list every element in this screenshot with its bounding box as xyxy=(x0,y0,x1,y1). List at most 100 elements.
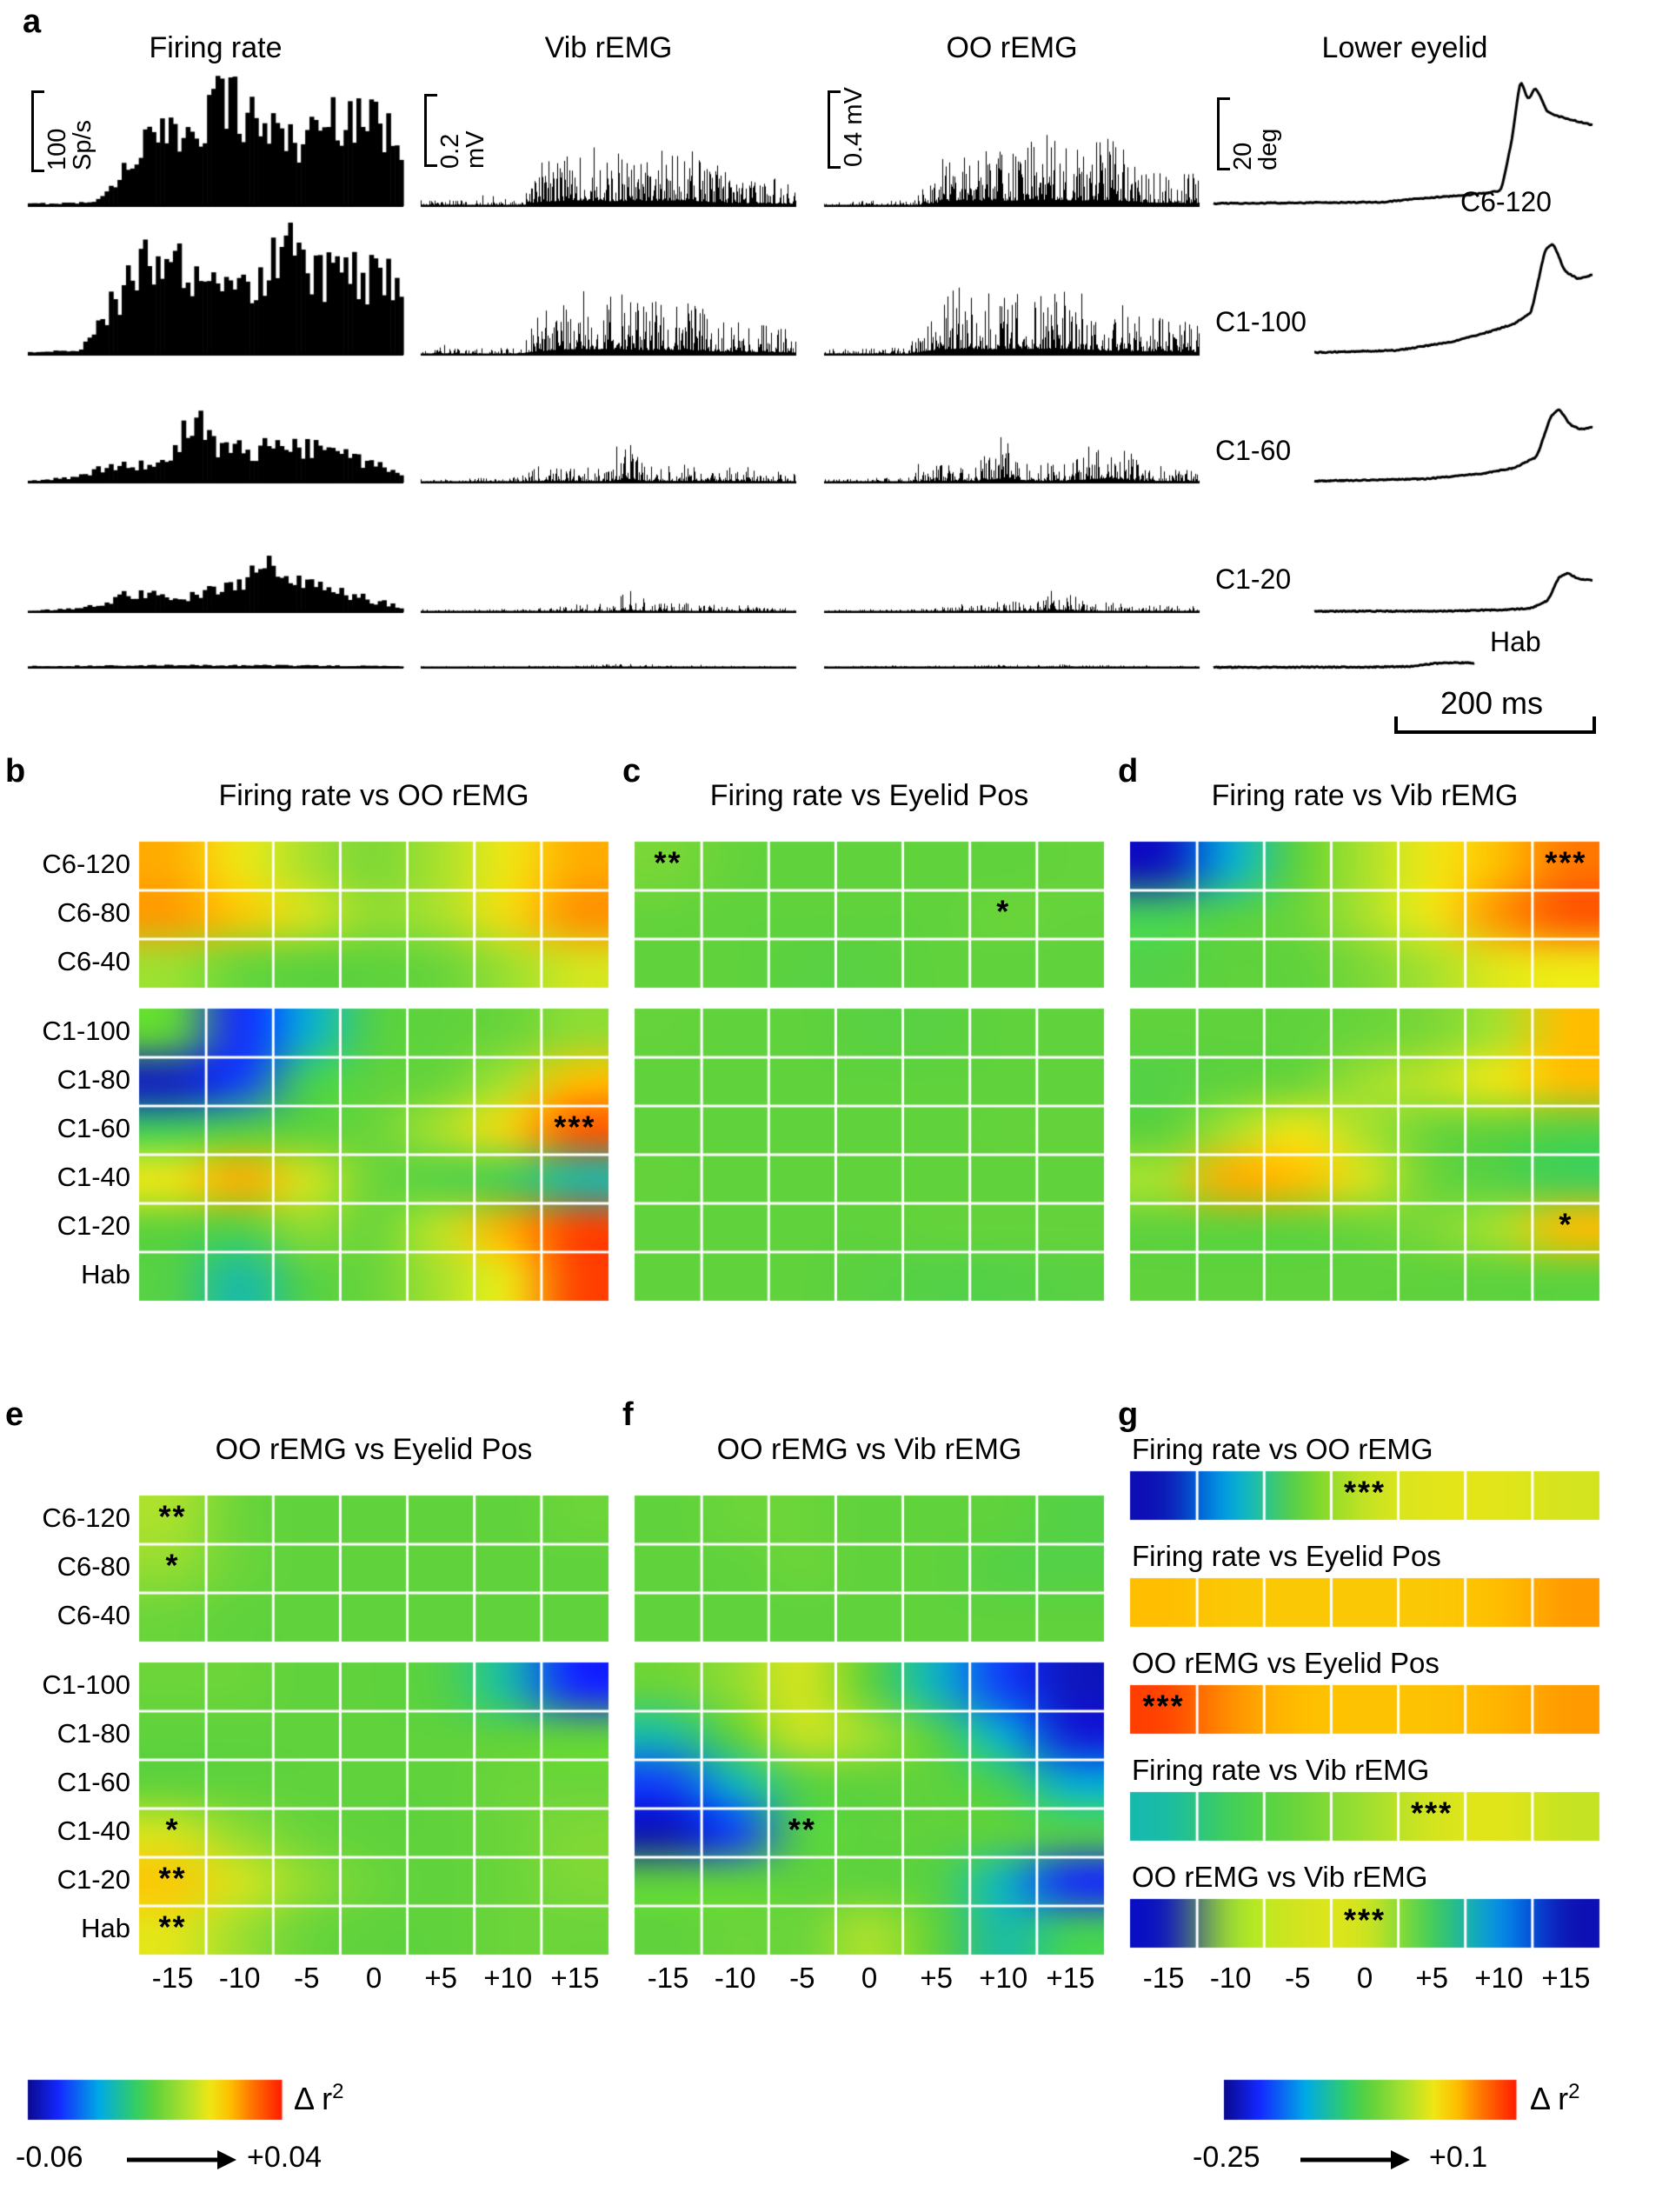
scale-bracket-firing-rate xyxy=(31,90,44,172)
lag-tick-label: -15 xyxy=(1142,1962,1185,1994)
panel-c-title: Firing rate vs Eyelid Pos xyxy=(709,779,1029,812)
lag-tick-label: +15 xyxy=(1541,1962,1591,1994)
trace-row-label-hab: Hab xyxy=(1490,626,1541,657)
heatmap-row-label: C1-100 xyxy=(42,1669,130,1700)
lag-tick-label: -5 xyxy=(789,1962,815,1994)
significance-stars: ** xyxy=(158,1860,187,1896)
panel-letter-g: g xyxy=(1118,1396,1139,1433)
panel-b-title: Firing rate vs OO rEMG xyxy=(218,779,529,812)
panel-a-title-lower-eyelid: Lower eyelid xyxy=(1321,31,1488,64)
panel-letter-a: a xyxy=(23,3,42,40)
significance-stars: *** xyxy=(554,1109,596,1145)
significance-stars: ** xyxy=(158,1498,187,1535)
heatmap-row-label: C6-40 xyxy=(57,946,130,976)
lag-tick-label: +10 xyxy=(483,1962,533,1994)
significance-stars: *** xyxy=(1142,1688,1185,1724)
heatmap-row-label: C1-20 xyxy=(57,1864,130,1895)
lag-tick-label: -10 xyxy=(714,1962,756,1994)
heatmap-row-label: Hab xyxy=(81,1259,130,1289)
significance-stars: * xyxy=(1559,1206,1573,1243)
significance-stars: ** xyxy=(788,1811,816,1848)
significance-stars: ** xyxy=(654,844,682,881)
lag-tick-label: 0 xyxy=(1356,1962,1373,1994)
colorbar-right-title: Δ r2 xyxy=(1530,2080,1579,2117)
significance-stars: *** xyxy=(1411,1795,1453,1831)
lag-tick-label: 0 xyxy=(861,1962,878,1994)
panel-g-strip-title-4: Firing rate vs Vib rEMG xyxy=(1132,1754,1430,1786)
lag-tick-label: -15 xyxy=(151,1962,194,1994)
panel-a-title-vib-remg: Vib rEMG xyxy=(544,31,673,64)
lag-tick-label: +5 xyxy=(1415,1962,1448,1994)
panel-letter-f: f xyxy=(622,1396,634,1433)
panel-g-strip-title-5: OO rEMG vs Vib rEMG xyxy=(1132,1861,1428,1893)
lag-tick-label: +15 xyxy=(1046,1962,1095,1994)
panel-e-title: OO rEMG vs Eyelid Pos xyxy=(215,1433,533,1466)
heatmap-row-label: C6-40 xyxy=(57,1600,130,1630)
lag-tick-label: +10 xyxy=(979,1962,1028,1994)
heatmap-row-label: C1-80 xyxy=(57,1064,130,1095)
panel-f-title: OO rEMG vs Vib rEMG xyxy=(716,1433,1022,1466)
panel-a-title-oo-remg: OO rEMG xyxy=(946,31,1078,64)
colorbar-right-min: -0.25 xyxy=(1193,2141,1260,2174)
panel-letter-d: d xyxy=(1118,753,1139,790)
time-scale-label: 200 ms xyxy=(1440,685,1544,721)
trace-row-label-c1-100: C1-100 xyxy=(1215,306,1307,337)
lag-tick-label: +10 xyxy=(1474,1962,1524,1994)
scale-label-firing-rate: 100 Sp/s xyxy=(43,119,96,170)
lag-tick-label: -15 xyxy=(647,1962,689,1994)
colorbar-left-title: Δ r2 xyxy=(294,2080,343,2117)
lag-tick-label: +5 xyxy=(920,1962,953,1994)
lag-tick-label: -5 xyxy=(1285,1962,1311,1994)
panel-d-title: Firing rate vs Vib rEMG xyxy=(1211,779,1519,812)
panel-letter-c: c xyxy=(622,753,642,790)
heatmap-row-label: C1-60 xyxy=(57,1113,130,1143)
scale-label-eyelid: 20 deg xyxy=(1229,128,1282,170)
scale-label-oo-remg: 0.4 mV xyxy=(840,87,868,167)
trace-row-label-c1-60: C1-60 xyxy=(1215,435,1292,466)
panel-a-title-firing-rate: Firing rate xyxy=(149,31,283,64)
heatmap-row-label: Hab xyxy=(81,1913,130,1943)
heatmap-row-label: C1-20 xyxy=(57,1210,130,1241)
scale-bracket-eyelid xyxy=(1217,97,1230,170)
significance-stars: * xyxy=(996,893,1011,929)
lag-tick-label: -5 xyxy=(294,1962,320,1994)
lag-tick-label: +15 xyxy=(550,1962,600,1994)
arrow-icon xyxy=(127,2148,236,2176)
significance-stars: *** xyxy=(1343,1474,1386,1510)
delta-r-sup: 2 xyxy=(1568,2080,1580,2103)
heatmap-row-label: C6-120 xyxy=(42,849,130,879)
panel-g-strip-title-1: Firing rate vs OO rEMG xyxy=(1132,1433,1433,1465)
heatmap-row-label: C6-80 xyxy=(57,897,130,928)
arrow-icon xyxy=(1300,2148,1410,2176)
heatmap-row-label: C1-100 xyxy=(42,1016,130,1046)
scale-bracket-vib-remg xyxy=(424,94,437,167)
heatmap-row-label: C1-80 xyxy=(57,1718,130,1749)
significance-stars: * xyxy=(165,1547,180,1583)
lag-tick-label: -10 xyxy=(1209,1962,1252,1994)
heatmap-row-label: C1-40 xyxy=(57,1816,130,1846)
trace-row-label-c6-120: C6-120 xyxy=(1460,186,1552,217)
significance-stars: *** xyxy=(1545,844,1587,881)
time-scale-bracket xyxy=(1394,716,1596,734)
significance-stars: *** xyxy=(1343,1902,1386,1938)
panel-letter-e: e xyxy=(5,1396,24,1433)
heatmap-row-label: C1-40 xyxy=(57,1162,130,1192)
lag-tick-label: -10 xyxy=(218,1962,261,1994)
colorbar-right-max: +0.1 xyxy=(1429,2141,1488,2174)
delta-r-label: Δ r xyxy=(1530,2081,1569,2116)
significance-stars: * xyxy=(165,1811,180,1848)
heatmap-row-label: C6-80 xyxy=(57,1551,130,1582)
significance-stars: ** xyxy=(158,1909,187,1945)
scale-label-vib-remg: 0.2 mV xyxy=(436,130,489,170)
panel-letter-b: b xyxy=(5,753,26,790)
colorbar-left-max: +0.04 xyxy=(247,2141,322,2174)
panel-g-strip-title-3: OO rEMG vs Eyelid Pos xyxy=(1132,1647,1440,1679)
trace-row-label-c1-20: C1-20 xyxy=(1215,563,1292,595)
delta-r-label: Δ r xyxy=(294,2081,333,2116)
heatmap-row-label: C1-60 xyxy=(57,1767,130,1797)
heatmap-row-label: C6-120 xyxy=(42,1502,130,1533)
scale-bracket-oo-remg xyxy=(828,90,841,169)
colorbar-left-min: -0.06 xyxy=(16,2141,83,2174)
